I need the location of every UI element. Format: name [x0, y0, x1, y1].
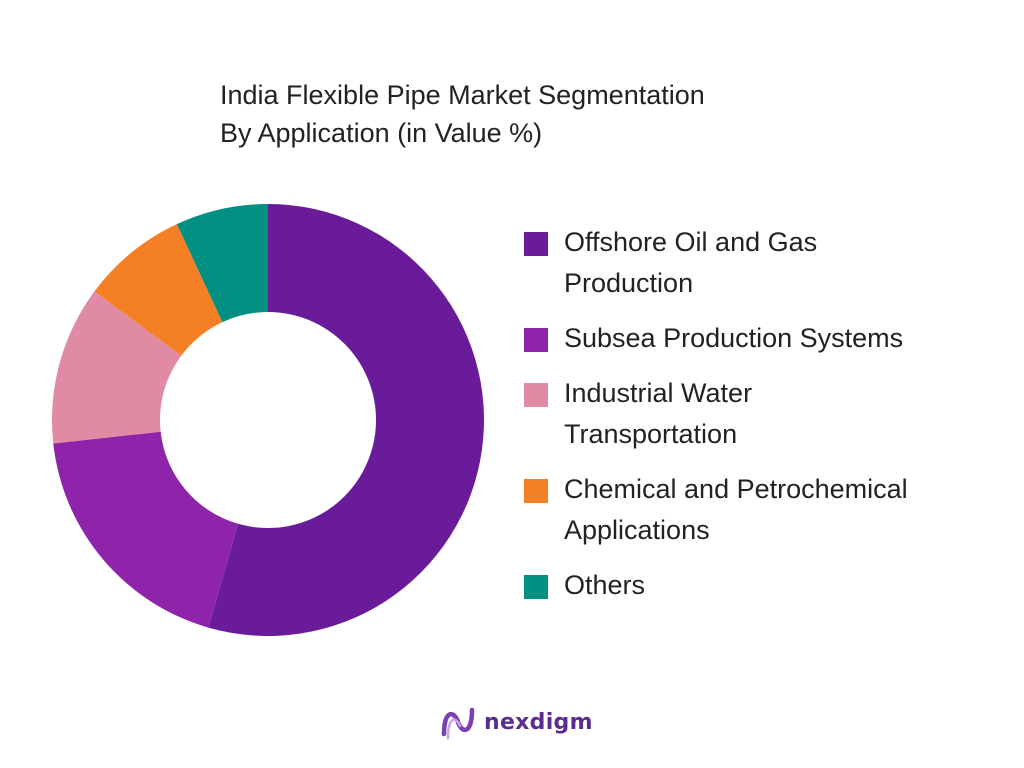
legend-item-industrial-water: Industrial Water Transportation [524, 373, 1014, 455]
legend-label-offshore-oil-gas-line-2: Production [564, 268, 694, 298]
legend-item-others: Others [524, 565, 1014, 606]
legend-swatch-industrial-water [524, 383, 548, 407]
brand-logo: nexdigm [440, 700, 593, 744]
chart-title-line-2: By Application (in Value %) [220, 118, 543, 148]
donut-slice-chemical-petrochemical [94, 224, 223, 356]
legend-label-chemical-petrochemical-line-1: Chemical and Petrochemical [564, 474, 908, 504]
legend-item-chemical-petrochemical: Chemical and Petrochemical Applications [524, 469, 1014, 551]
donut-slice-offshore-oil-gas [208, 204, 484, 636]
donut-chart [52, 204, 484, 636]
legend-label-industrial-water-line-2: Transportation [564, 419, 738, 449]
legend-label-industrial-water-line-1: Industrial Water [564, 378, 753, 408]
legend-label-subsea-production: Subsea Production Systems [564, 323, 904, 353]
nexdigm-logo-icon [441, 707, 475, 740]
legend-swatch-subsea-production [524, 328, 548, 352]
donut-slice-subsea-production [53, 431, 239, 628]
legend-item-subsea-production: Subsea Production Systems [524, 318, 1014, 359]
donut-slice-industrial-water [52, 291, 182, 444]
chart-legend: Offshore Oil and Gas Production Subsea P… [524, 222, 1014, 620]
legend-label-chemical-petrochemical-line-2: Applications [564, 515, 710, 545]
legend-swatch-chemical-petrochemical [524, 479, 548, 503]
brand-name: nexdigm [484, 709, 593, 735]
donut-slice-others [176, 204, 268, 323]
legend-label-others: Others [564, 570, 646, 600]
legend-label-offshore-oil-gas-line-1: Offshore Oil and Gas [564, 227, 818, 257]
legend-swatch-others [524, 575, 548, 599]
chart-title-line-1: India Flexible Pipe Market Segmentation [220, 80, 705, 110]
legend-item-offshore-oil-gas: Offshore Oil and Gas Production [524, 222, 1014, 304]
chart-title: India Flexible Pipe Market Segmentation … [220, 76, 860, 152]
legend-swatch-offshore-oil-gas [524, 232, 548, 256]
